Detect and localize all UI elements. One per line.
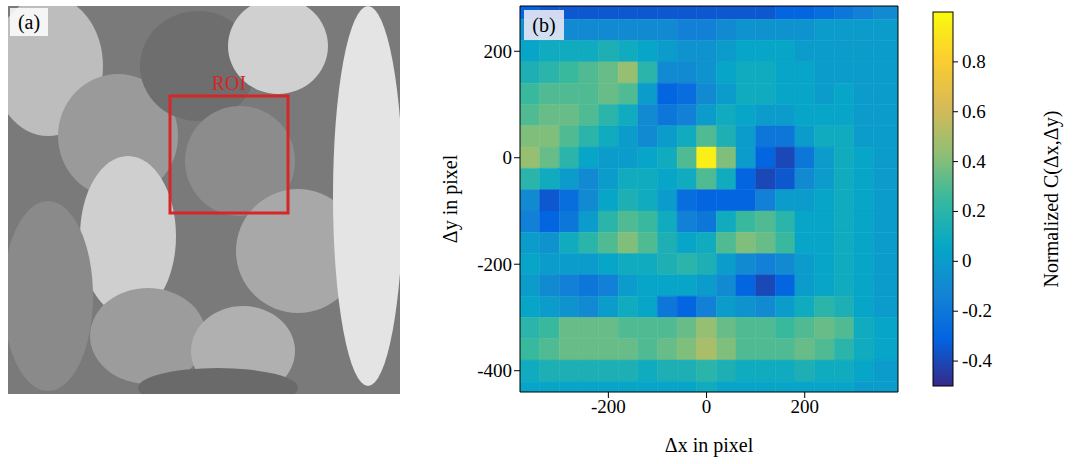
svg-text:0.2: 0.2 [962,200,986,221]
svg-text:-0.2: -0.2 [962,300,992,321]
svg-text:-400: -400 [477,360,512,381]
svg-text:0.4: 0.4 [962,151,986,172]
svg-text:Δx in pixel: Δx in pixel [665,434,754,457]
svg-text:-0.4: -0.4 [962,350,993,371]
svg-text:200: 200 [790,396,819,417]
svg-text:0.8: 0.8 [962,51,986,72]
svg-text:0: 0 [962,250,972,271]
svg-text:Normalized C(Δx,Δy): Normalized C(Δx,Δy) [1040,111,1063,288]
svg-text:-200: -200 [591,396,626,417]
svg-text:0: 0 [702,396,712,417]
svg-text:Δy in pixel: Δy in pixel [439,154,462,243]
svg-text:-200: -200 [477,254,512,275]
svg-text:(b): (b) [532,14,555,37]
svg-text:200: 200 [484,41,513,62]
svg-text:(a): (a) [18,11,40,34]
svg-text:ROI: ROI [212,72,246,94]
svg-text:0.6: 0.6 [962,101,986,122]
svg-text:0: 0 [503,147,513,168]
